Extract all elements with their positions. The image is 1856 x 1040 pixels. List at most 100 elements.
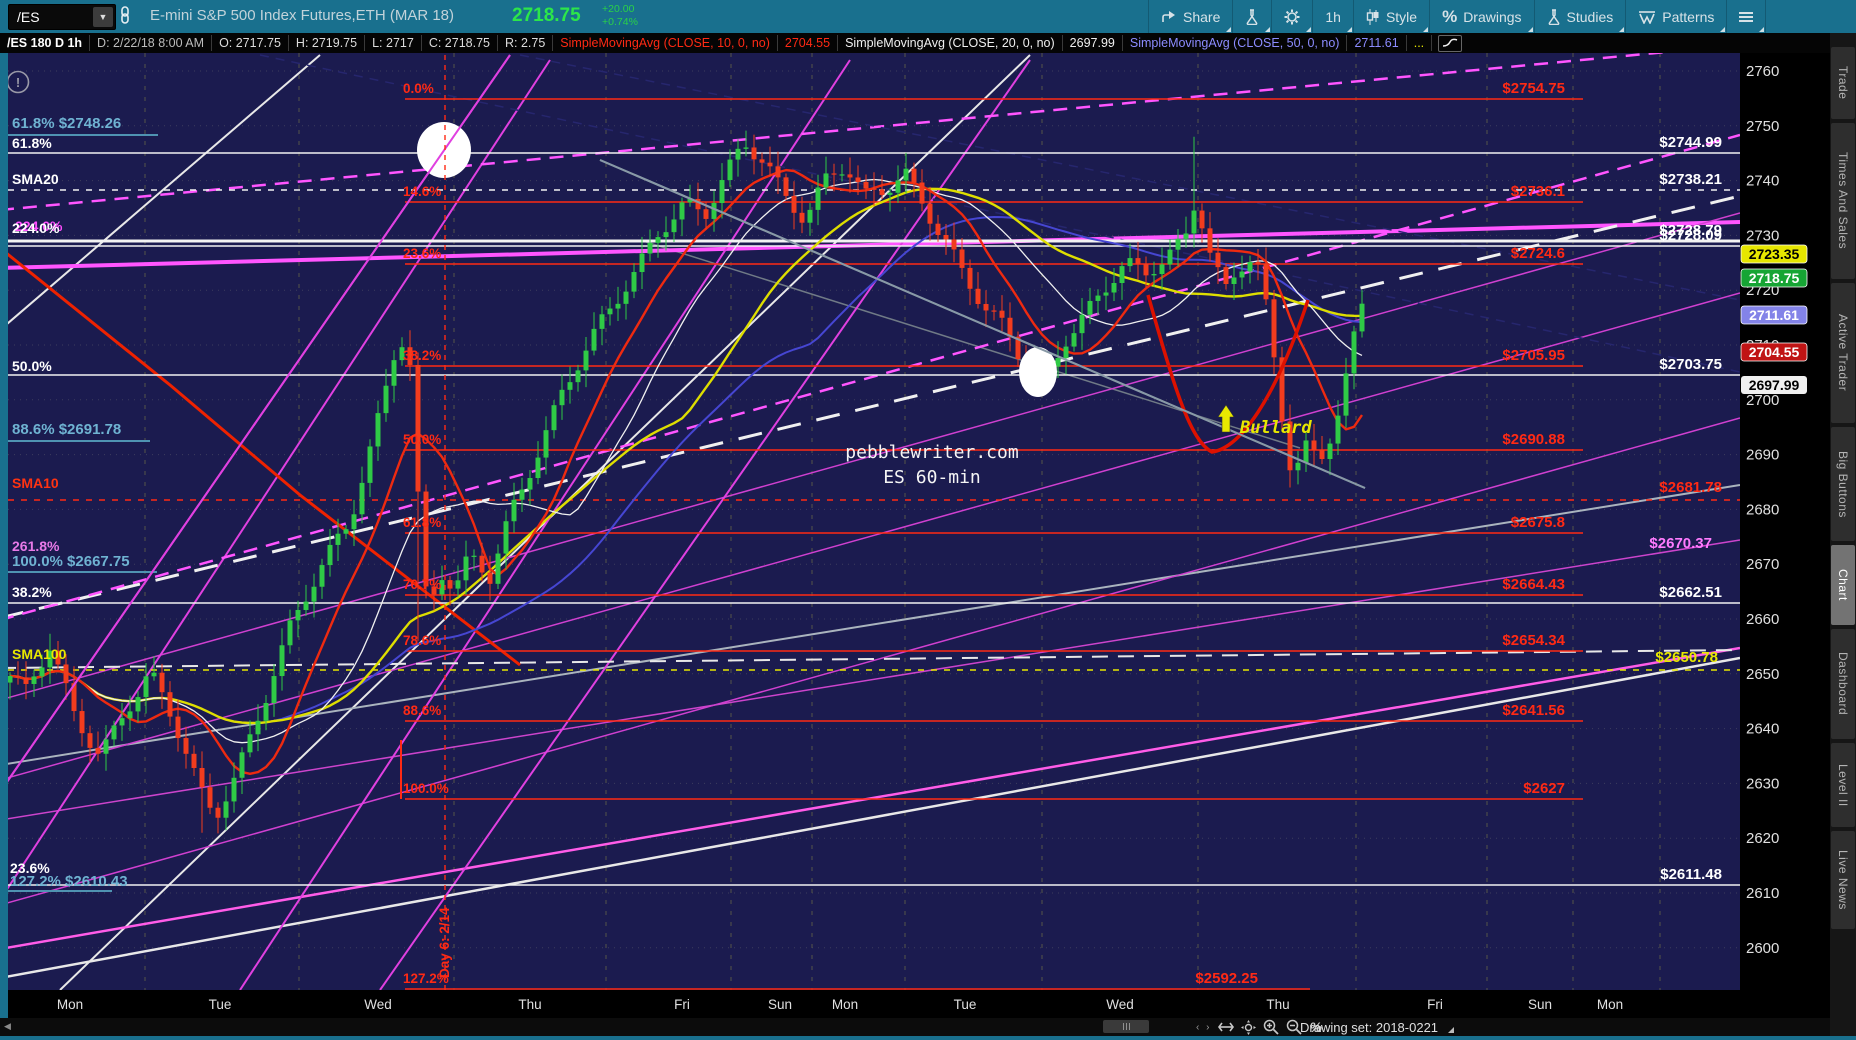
symbol-value[interactable]: /ES [17, 9, 40, 25]
sidebar-tab-chart[interactable]: Chart [1831, 545, 1855, 625]
trend-line[interactable] [0, 220, 1740, 270]
red-v-curve[interactable] [1146, 294, 1310, 454]
chart-header: /ES 180 D 1h D: 2/22/18 8:00 AM O: 2717.… [0, 33, 1856, 53]
trend-line[interactable] [0, 54, 511, 792]
right-gadget-sidebar: Trade Times And Sales Active Trader Big … [1830, 33, 1856, 1036]
chart-title: /ES 180 D 1h [0, 35, 91, 51]
study-1[interactable]: SimpleMovingAvg (CLOSE, 20, 0, no) [838, 35, 1063, 51]
fib-pct-label: 78.6% [403, 633, 441, 648]
left-fib-label: 61.8% $2748.26 [12, 115, 121, 132]
level-price-label: $2670.37 [1649, 535, 1712, 552]
change-percent: +0.74% [602, 16, 638, 29]
line-style-icon[interactable] [1438, 34, 1463, 52]
price-badge-value: 2718.75 [1749, 270, 1800, 286]
highlight-circle[interactable] [1019, 347, 1057, 397]
fib-price-label: $2592.25 [1195, 970, 1258, 987]
trend-line[interactable] [0, 54, 321, 330]
sidebar-tab-dashboard[interactable]: Dashboard [1831, 629, 1855, 739]
drawing-set-selector[interactable]: Drawing set: 2018-0221 [1300, 1020, 1439, 1035]
price-axis-tick: 2660 [1746, 611, 1779, 628]
sidebar-tab-trade[interactable]: Trade [1831, 47, 1855, 119]
bar-datetime: D: 2/22/18 8:00 AM [90, 35, 213, 51]
step-arrows[interactable]: ‹ › [1196, 1021, 1212, 1033]
w-pattern-icon [1638, 10, 1656, 24]
drawing-set-dropdown-corner [1448, 1027, 1454, 1033]
share-button[interactable]: Share [1148, 0, 1232, 33]
study-2[interactable]: SimpleMovingAvg (CLOSE, 50, 0, no) [1123, 35, 1348, 51]
pan-horizontal-icon[interactable] [1218, 1021, 1235, 1033]
drawings-button[interactable]: % Drawings [1429, 0, 1534, 33]
price-badge-value: 2723.35 [1749, 246, 1800, 262]
interval-button[interactable]: 1h [1312, 0, 1353, 33]
red-trend-polyline[interactable] [0, 248, 521, 667]
price-axis-tick: 2690 [1746, 447, 1779, 464]
price-badge-value: 2704.55 [1749, 344, 1800, 360]
menu-button[interactable] [1726, 0, 1767, 33]
sidebar-tab-live-news[interactable]: Live News [1831, 831, 1855, 929]
trend-line[interactable] [239, 59, 851, 990]
trend-line[interactable] [0, 417, 1740, 905]
sma-20-line [9, 178, 1363, 744]
share-label: Share [1183, 8, 1221, 25]
symbol-dropdown-button[interactable]: ▼ [93, 7, 113, 27]
patterns-button[interactable]: Patterns [1625, 0, 1726, 33]
trend-line[interactable] [379, 59, 1031, 990]
study-2-value: 2711.61 [1347, 35, 1407, 51]
beaker-button[interactable] [1232, 0, 1271, 33]
left-fib-label: 127.2% $2610.43 [10, 873, 128, 890]
studies-button[interactable]: Studies [1533, 0, 1626, 33]
list-icon [1739, 11, 1754, 23]
price-axis-tick: 2760 [1746, 63, 1779, 80]
change-value: +20.00 [602, 3, 635, 15]
symbol-input[interactable]: /ES ▼ [8, 4, 116, 30]
left-fib-label: 50.0% [12, 358, 52, 374]
time-axis-label: Sun [768, 997, 792, 1012]
percent-zoom-icon[interactable]: % [1309, 1019, 1322, 1035]
link-icon[interactable] [118, 6, 136, 26]
plot-area[interactable] [0, 45, 1740, 990]
style-button[interactable]: Style [1352, 0, 1429, 33]
auto-fit-icon[interactable] [1241, 1019, 1257, 1035]
sidebar-tab-times-and-sales[interactable]: Times And Sales [1831, 123, 1855, 279]
sidebar-tab-big-buttons[interactable]: Big Buttons [1831, 427, 1855, 541]
fib-price-label: $2690.88 [1502, 431, 1565, 448]
bar-open: O: 2717.75 [212, 35, 289, 51]
zoom-out-icon[interactable] [1286, 1019, 1303, 1035]
trend-line[interactable] [0, 194, 1740, 618]
settings-button[interactable] [1271, 0, 1312, 33]
trend-line[interactable] [0, 59, 551, 900]
trend-line[interactable] [0, 649, 1740, 669]
trend-line[interactable] [0, 539, 1740, 820]
last-price: 2718.75 [512, 5, 581, 26]
price-badge [1740, 244, 1808, 264]
left-fib-label: 224.0% [12, 220, 60, 236]
top-toolbar: /ES ▼ E-mini S&P 500 Index Futures,ETH (… [0, 0, 1856, 33]
level-price-label: $2703.75 [1659, 356, 1722, 373]
price-axis-tick: 2630 [1746, 775, 1779, 792]
more-studies-ellipsis[interactable]: ... [1407, 35, 1433, 51]
fib-pct-label: 88.6% [403, 703, 441, 718]
sidebar-tab-active-trader[interactable]: Active Trader [1831, 283, 1855, 423]
left-fib-label: SMA20 [12, 171, 59, 187]
study-0[interactable]: SimpleMovingAvg (CLOSE, 10, 0, no) [553, 35, 778, 51]
level-price-label: $2744.99 [1659, 134, 1722, 151]
trend-line[interactable] [0, 656, 1740, 978]
trend-line[interactable] [259, 54, 1740, 373]
watermark-site: pebblewriter.com [845, 442, 1018, 463]
trend-line[interactable] [0, 292, 1740, 780]
bar-range: R: 2.75 [498, 35, 554, 51]
trend-line[interactable] [59, 54, 1031, 990]
scrollbar-handle[interactable] [1103, 1020, 1149, 1033]
scroll-left-arrow[interactable]: ◀ [4, 1021, 11, 1031]
sidebar-tab-level-ii[interactable]: Level II [1831, 743, 1855, 827]
trend-line[interactable] [0, 133, 1740, 620]
trend-line[interactable] [599, 159, 1366, 489]
bullard-arrow-icon[interactable] [1217, 404, 1235, 433]
left-fib-label: 100.0% $2667.75 [12, 553, 130, 570]
svg-text:!: ! [16, 75, 20, 90]
zoom-in-icon[interactable] [1263, 1019, 1280, 1035]
trend-line[interactable] [0, 45, 1740, 211]
study-0-value: 2704.55 [778, 35, 839, 51]
